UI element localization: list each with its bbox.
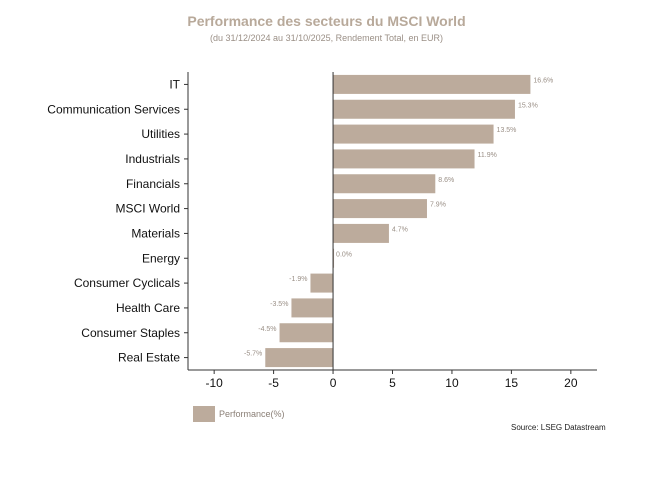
bar bbox=[265, 348, 334, 368]
x-tick-label: 5 bbox=[389, 376, 396, 390]
category-label: Materials bbox=[131, 226, 180, 240]
category-label: Industrials bbox=[125, 152, 180, 166]
data-label: 0.0% bbox=[336, 251, 352, 258]
category-label: Utilities bbox=[141, 127, 180, 141]
x-tick-label: -5 bbox=[268, 376, 279, 390]
bar bbox=[333, 199, 427, 219]
legend-swatch bbox=[193, 406, 215, 422]
category-label: IT bbox=[169, 77, 180, 91]
data-label: 7.9% bbox=[430, 202, 446, 209]
data-label: -5.7% bbox=[244, 351, 262, 358]
legend: Performance(%) bbox=[193, 406, 285, 422]
legend-label: Performance(%) bbox=[219, 409, 285, 419]
bar bbox=[291, 298, 334, 318]
x-tick-label: 10 bbox=[445, 376, 459, 390]
data-label: -1.9% bbox=[289, 276, 307, 283]
category-label: Energy bbox=[142, 251, 180, 265]
chart-title: Performance des secteurs du MSCI World bbox=[187, 13, 466, 29]
x-tick-label: 0 bbox=[330, 376, 337, 390]
chart-subtitle: (du 31/12/2024 au 31/10/2025, Rendement … bbox=[210, 33, 443, 43]
category-label: Health Care bbox=[116, 301, 180, 315]
bar bbox=[333, 223, 389, 243]
category-label: Communication Services bbox=[47, 102, 180, 116]
category-label: Financials bbox=[126, 177, 180, 191]
data-label: 11.9% bbox=[478, 152, 497, 159]
data-label: 4.7% bbox=[392, 226, 408, 233]
data-label: 13.5% bbox=[497, 127, 517, 134]
bar bbox=[333, 149, 475, 169]
bar bbox=[333, 74, 531, 94]
data-label: -3.5% bbox=[270, 301, 288, 308]
x-tick-label: 15 bbox=[505, 376, 519, 390]
bar bbox=[279, 323, 334, 343]
category-label: Real Estate bbox=[118, 351, 180, 365]
bar bbox=[333, 124, 494, 144]
x-tick-label: -10 bbox=[205, 376, 223, 390]
data-label: 15.3% bbox=[518, 102, 538, 109]
category-label: Consumer Staples bbox=[81, 326, 180, 340]
data-label: 8.6% bbox=[438, 177, 454, 184]
bar bbox=[333, 99, 515, 119]
bar bbox=[333, 174, 436, 194]
source-note: Source: LSEG Datastream bbox=[511, 423, 606, 432]
category-label: Consumer Cyclicals bbox=[74, 276, 180, 290]
x-tick-label: 20 bbox=[564, 376, 578, 390]
category-label: MSCI World bbox=[116, 202, 180, 216]
bar bbox=[310, 273, 334, 293]
data-label: -4.5% bbox=[258, 326, 276, 333]
data-label: 16.6% bbox=[533, 77, 553, 84]
